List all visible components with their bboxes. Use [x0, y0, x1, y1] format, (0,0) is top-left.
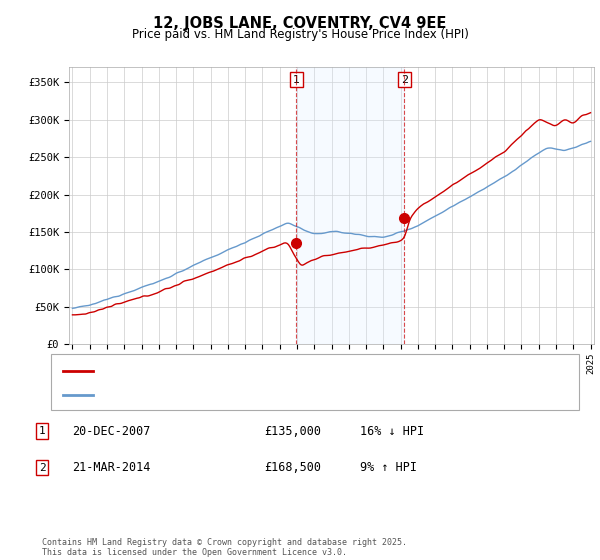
Text: 1: 1 — [38, 426, 46, 436]
Bar — [296, 67, 404, 344]
Text: 9% ↑ HPI: 9% ↑ HPI — [360, 461, 417, 474]
Text: 1: 1 — [293, 74, 300, 85]
Text: £135,000: £135,000 — [264, 424, 321, 438]
Text: 21-MAR-2014: 21-MAR-2014 — [72, 461, 151, 474]
Text: HPI: Average price, semi-detached house, Coventry: HPI: Average price, semi-detached house,… — [99, 390, 405, 400]
Text: 16% ↓ HPI: 16% ↓ HPI — [360, 424, 424, 438]
Text: 2: 2 — [401, 74, 408, 85]
Text: 12, JOBS LANE, COVENTRY, CV4 9EE (semi-detached house): 12, JOBS LANE, COVENTRY, CV4 9EE (semi-d… — [99, 366, 437, 376]
Text: 2: 2 — [38, 463, 46, 473]
Text: 20-DEC-2007: 20-DEC-2007 — [72, 424, 151, 438]
Text: 12, JOBS LANE, COVENTRY, CV4 9EE: 12, JOBS LANE, COVENTRY, CV4 9EE — [154, 16, 446, 31]
Text: Contains HM Land Registry data © Crown copyright and database right 2025.
This d: Contains HM Land Registry data © Crown c… — [42, 538, 407, 557]
Text: Price paid vs. HM Land Registry's House Price Index (HPI): Price paid vs. HM Land Registry's House … — [131, 28, 469, 41]
Text: £168,500: £168,500 — [264, 461, 321, 474]
